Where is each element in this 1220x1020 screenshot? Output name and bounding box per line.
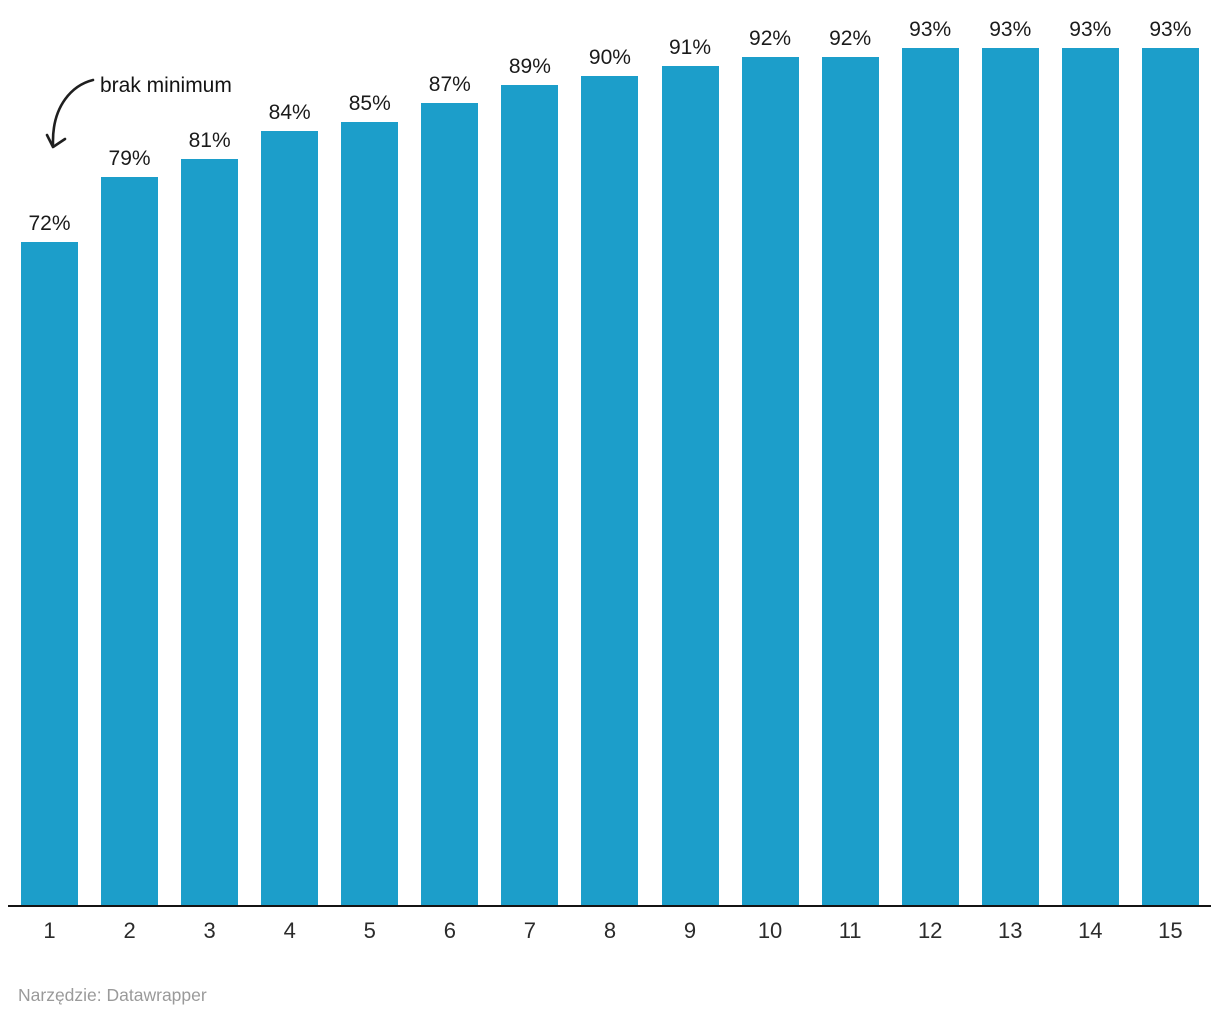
bar-column: 79% 2	[101, 0, 159, 955]
bar-value-label: 93%	[989, 18, 1032, 41]
bar	[341, 122, 399, 905]
bar-value-label: 92%	[749, 27, 792, 50]
x-tick-label: 10	[757, 918, 783, 943]
x-tick-label: 5	[363, 918, 376, 943]
x-tick-label: 15	[1158, 918, 1183, 943]
bar-value-label: 89%	[508, 55, 551, 78]
bar-column: 92% 10	[741, 0, 799, 955]
bar	[981, 48, 1039, 905]
bar	[741, 57, 799, 905]
bar-column: 93% 14	[1061, 0, 1119, 955]
bar	[501, 85, 559, 905]
bar-column: 93% 13	[981, 0, 1039, 955]
bar-column: 84% 4	[261, 0, 319, 955]
bar	[101, 177, 159, 905]
x-tick-label: 11	[838, 918, 862, 943]
bar-value-label: 93%	[909, 18, 952, 41]
bar-value-label: 93%	[1149, 18, 1192, 41]
annotation-label: brak minimum	[100, 74, 232, 97]
bar	[1061, 48, 1119, 905]
x-axis-line	[8, 905, 1211, 907]
x-tick-label: 1	[43, 918, 56, 943]
bar-column: 93% 12	[901, 0, 959, 955]
bar-column: 90% 8	[581, 0, 639, 955]
bar-column: 87% 6	[421, 0, 479, 955]
bar-column: 81% 3	[181, 0, 239, 955]
annotation-arrow-icon	[45, 78, 95, 149]
bar	[901, 48, 959, 905]
bar-value-label: 79%	[108, 147, 151, 170]
x-tick-label: 9	[683, 918, 697, 943]
bar	[421, 103, 479, 905]
x-tick-label: 7	[523, 918, 536, 943]
bar	[821, 57, 879, 905]
bar	[661, 66, 719, 905]
x-tick-label: 2	[123, 918, 136, 943]
bar-columns: 72% 1 79% 2 81% 3 84% 4 85% 5 87% 6 89% 7 90% 8 91% 9 92% 1…	[21, 0, 1199, 955]
bar	[1141, 48, 1199, 905]
x-tick-label: 8	[603, 918, 617, 943]
bar-column: 89% 7	[501, 0, 559, 955]
bar	[581, 76, 639, 905]
bar-column: 85% 5	[341, 0, 399, 955]
bar	[21, 242, 78, 905]
bar-value-label: 92%	[829, 27, 872, 50]
bar-value-label: 91%	[668, 36, 712, 59]
bar-column: 92% 11	[821, 0, 879, 955]
x-tick-label: 4	[283, 918, 296, 943]
footer-attribution: Narzędzie: Datawrapper	[18, 985, 207, 1005]
bar	[181, 159, 239, 905]
x-tick-label: 14	[1078, 918, 1103, 943]
bar-value-label: 93%	[1069, 18, 1112, 41]
bar-value-label: 72%	[28, 212, 71, 235]
x-tick-label: 13	[998, 918, 1023, 943]
bar-value-label: 84%	[268, 101, 311, 124]
x-tick-label: 12	[917, 918, 943, 943]
bar	[261, 131, 319, 905]
bar-value-label: 87%	[428, 73, 471, 96]
x-tick-label: 3	[203, 918, 216, 943]
bar-value-label: 90%	[588, 46, 631, 69]
bar-value-label: 85%	[348, 92, 391, 115]
bar-value-label: 81%	[188, 129, 231, 152]
x-tick-label: 6	[443, 918, 456, 943]
bar-column: 72% 1	[21, 0, 78, 955]
bar-column: 91% 9	[661, 0, 719, 955]
bar-column: 93% 15	[1141, 0, 1199, 955]
